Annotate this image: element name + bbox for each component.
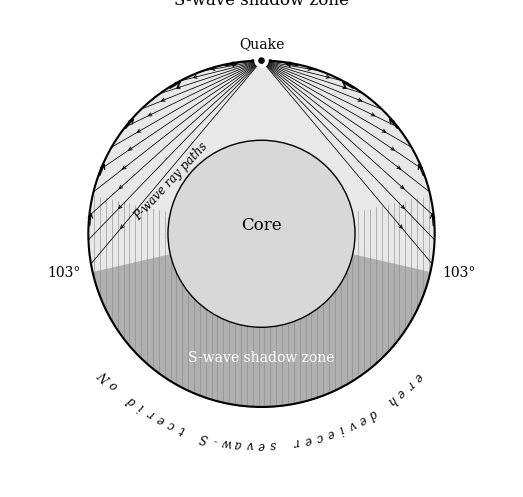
Text: e: e xyxy=(154,412,167,427)
Text: P-wave ray paths: P-wave ray paths xyxy=(132,140,211,223)
Text: e: e xyxy=(356,412,369,427)
Text: w: w xyxy=(221,435,233,449)
Text: N: N xyxy=(97,368,114,385)
Text: -: - xyxy=(212,433,219,447)
Text: t: t xyxy=(177,422,186,436)
Text: S-wave shadow zone: S-wave shadow zone xyxy=(188,351,335,365)
Text: e: e xyxy=(394,386,407,400)
Text: d: d xyxy=(124,393,139,408)
Text: d: d xyxy=(366,406,379,421)
Text: v: v xyxy=(246,438,254,451)
Text: 103°: 103° xyxy=(47,266,81,280)
Text: r: r xyxy=(145,407,156,420)
Text: e: e xyxy=(258,438,265,452)
Text: r: r xyxy=(292,435,300,449)
Circle shape xyxy=(255,54,268,67)
Text: r: r xyxy=(403,378,416,392)
Text: v: v xyxy=(346,417,358,432)
Text: Core: Core xyxy=(241,217,282,234)
Text: i: i xyxy=(337,423,345,436)
Text: S: S xyxy=(198,430,210,444)
Text: e: e xyxy=(325,426,336,441)
Text: S-wave shadow zone: S-wave shadow zone xyxy=(174,0,349,8)
Text: h: h xyxy=(384,393,399,408)
Wedge shape xyxy=(93,234,430,407)
Circle shape xyxy=(259,58,264,63)
Text: i: i xyxy=(135,401,146,414)
Text: e: e xyxy=(303,433,313,447)
Text: e: e xyxy=(410,370,425,384)
Text: a: a xyxy=(234,437,242,451)
Circle shape xyxy=(168,140,355,328)
Text: o: o xyxy=(107,378,121,392)
Text: c: c xyxy=(314,430,324,444)
Text: s: s xyxy=(270,438,277,451)
Text: c: c xyxy=(165,417,177,432)
Text: Quake: Quake xyxy=(239,37,284,51)
Text: 103°: 103° xyxy=(442,266,476,280)
Circle shape xyxy=(88,61,435,407)
